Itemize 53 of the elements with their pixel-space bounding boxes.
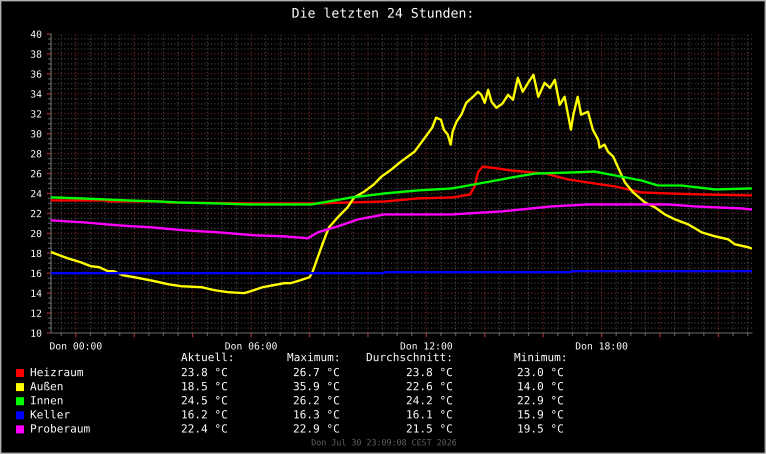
y-tick-label: 12	[31, 310, 42, 317]
y-tick-label: 32	[30, 110, 42, 118]
text: 21.5 °C	[406, 424, 452, 433]
text: Don Jul 30 23:09:08 CEST 2026	[312, 438, 456, 446]
legend-label: Heizraum	[30, 368, 83, 376]
text: 26.7 °C	[294, 368, 339, 376]
text: 16.3 °C	[294, 410, 339, 419]
text: 22.6 °C	[406, 382, 452, 390]
y-tick-label: 18	[31, 250, 42, 258]
text: 22.9 °C	[518, 396, 563, 404]
y-tick-label: 30	[30, 130, 42, 138]
text: 24.5 °C	[182, 396, 227, 404]
legend-label: Innen	[31, 396, 62, 404]
text: Aktuell:	[181, 352, 232, 362]
text: 22.9 °C	[294, 424, 339, 433]
text: 26.2 °C	[294, 396, 339, 404]
x-tick-label: Don 12:00	[400, 342, 452, 350]
legend-label: Proberaum	[31, 424, 90, 433]
y-tick-label: 10	[31, 330, 42, 337]
y-tick-label: 34	[30, 90, 42, 98]
text: 19.5 °C	[518, 424, 563, 433]
line-series	[51, 74, 752, 294]
text: Minimum:	[514, 352, 565, 362]
text: 18.5 °C	[182, 382, 227, 390]
y-tick-label: 14	[31, 290, 42, 297]
y-tick-label: 36	[30, 70, 42, 78]
text: 16.2 °C	[182, 410, 227, 419]
line-series	[51, 203, 752, 240]
y-tick-label: 40	[30, 30, 42, 38]
y-tick-label: 26	[30, 170, 42, 178]
text: 23.0 °C	[518, 368, 563, 376]
x-tick-label: Don 18:00	[576, 342, 628, 350]
legend-label: Keller	[30, 410, 70, 419]
text: 24.2 °C	[406, 396, 452, 404]
y-tick-label: 16	[31, 270, 42, 278]
text: Maximum:	[287, 352, 338, 362]
x-tick-label: Don 06:00	[225, 342, 277, 350]
y-tick-label: 22	[30, 210, 42, 218]
y-tick-label: 38	[30, 50, 42, 58]
y-tick-label: 20	[30, 230, 42, 238]
text: 14.0 °C	[518, 382, 563, 390]
text: 16.1 °C	[407, 410, 452, 419]
text: Durchschnitt:	[366, 352, 450, 362]
chart-title: Die letzten 24 Stunden:	[292, 8, 472, 18]
text: 23.8 °C	[406, 368, 452, 376]
y-tick-label: 28	[30, 150, 42, 158]
text: 15.9 °C	[518, 410, 563, 419]
text: 22.4 °C	[182, 424, 227, 433]
text: 23.8 °C	[182, 368, 227, 376]
y-tick-label: 24	[30, 190, 42, 198]
text: 35.9 °C	[294, 382, 339, 390]
legend-label: Außen	[30, 382, 62, 390]
x-tick-label: Don 00:00	[50, 342, 102, 350]
